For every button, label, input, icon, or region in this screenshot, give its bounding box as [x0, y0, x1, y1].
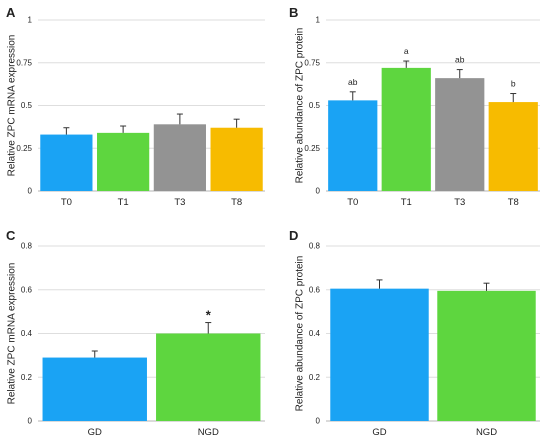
- panel-a: A Relative ZPC mRNA expression 0 0.25 0.5 0.7…: [6, 5, 265, 208]
- panel-a-bar-t8: [210, 127, 263, 191]
- panel-c-letter: C: [6, 228, 16, 243]
- panel-c-annotation: *: [206, 308, 212, 323]
- panel-d-bar-ngd: [437, 290, 536, 421]
- panel-d-y-tick-label: 0.2: [309, 373, 321, 382]
- panel-b-annotation: ab: [348, 77, 358, 87]
- panel-b-x-tick-label: T8: [508, 197, 519, 208]
- panel-a-y-axis-label: Relative ZPC mRNA expression: [7, 35, 18, 177]
- panel-a-x-tick-label: T1: [118, 197, 129, 208]
- panel-d-y-tick-label: 0.8: [309, 242, 321, 251]
- panel-b-y-tick-label: 0.75: [304, 58, 320, 67]
- panel-b-y-tick-label: 0.25: [304, 144, 320, 153]
- panel-b: B Relative abundance of ZPC protein 0 0.25 0…: [289, 5, 540, 208]
- panel-c-y-tick-label: 0.4: [21, 329, 33, 338]
- panel-d-y-axis-label: Relative abundance of ZPC protein: [295, 256, 306, 412]
- panel-b-bar-t8: [488, 102, 538, 191]
- panel-b-x-tick-label: T1: [401, 197, 412, 208]
- panel-b-x-tick-label: T0: [347, 197, 358, 208]
- panel-a-y-tick-label: 0.75: [16, 58, 32, 67]
- panel-b-y-axis-label: Relative abundance of ZPC protein: [295, 28, 306, 184]
- panel-c-x-tick-label: NGD: [198, 427, 219, 437]
- panel-a-x-tick-label: T0: [61, 197, 72, 208]
- panel-c-bar-gd: [42, 357, 147, 421]
- panel-d-letter: D: [289, 228, 298, 243]
- panel-a-x-tick-label: T8: [231, 197, 242, 208]
- panel-b-bar-t1: [381, 67, 431, 191]
- panel-c-bar-ngd: [156, 333, 261, 421]
- panel-a-bar-t0: [40, 134, 93, 191]
- panel-b-bar-t3: [435, 78, 485, 191]
- panel-b-annotation: b: [511, 79, 516, 89]
- panel-b-bar-t0: [328, 100, 378, 191]
- panel-c-y-tick-label: 0.6: [21, 285, 33, 294]
- panel-a-y-tick-label: 0.5: [21, 101, 33, 110]
- panel-b-y-tick-label: 0: [316, 187, 321, 196]
- panel-c-x-tick-label: GD: [88, 427, 102, 437]
- panel-b-annotation: ab: [455, 55, 465, 65]
- panel-b-letter: B: [289, 5, 298, 20]
- panel-b-annotation: a: [404, 46, 409, 56]
- panel-a-letter: A: [6, 5, 16, 20]
- panel-a-x-tick-label: T3: [174, 197, 185, 208]
- panel-b-y-tick-label: 1: [316, 16, 321, 25]
- panel-d-x-tick-label: GD: [372, 427, 386, 437]
- panel-a-bar-t1: [97, 132, 150, 191]
- panel-d-bar-gd: [330, 288, 429, 421]
- panel-a-y-tick-label: 0.25: [16, 144, 32, 153]
- panel-d-x-tick-label: NGD: [476, 427, 497, 437]
- panel-c-y-tick-label: 0: [28, 417, 33, 426]
- panel-d: D Relative abundance of ZPC protein 0 0.2 0.…: [289, 228, 540, 437]
- panel-a-y-tick-label: 1: [28, 16, 33, 25]
- panel-c-y-axis-label: Relative ZPC mRNA expression: [7, 263, 18, 405]
- panel-d-y-tick-label: 0.6: [309, 285, 321, 294]
- panel-c-y-tick-label: 0.2: [21, 373, 33, 382]
- panel-b-y-tick-label: 0.5: [309, 101, 321, 110]
- panel-d-y-tick-label: 0.4: [309, 329, 321, 338]
- panel-d-y-tick-label: 0: [316, 417, 321, 426]
- panel-a-y-tick-label: 0: [28, 187, 33, 196]
- panel-a-bar-t3: [153, 124, 206, 191]
- panel-b-x-tick-label: T3: [454, 197, 465, 208]
- panel-c: C Relative ZPC mRNA expression 0 0.2 0.4 0.6 0…: [6, 228, 265, 437]
- panel-c-y-tick-label: 0.8: [21, 242, 33, 251]
